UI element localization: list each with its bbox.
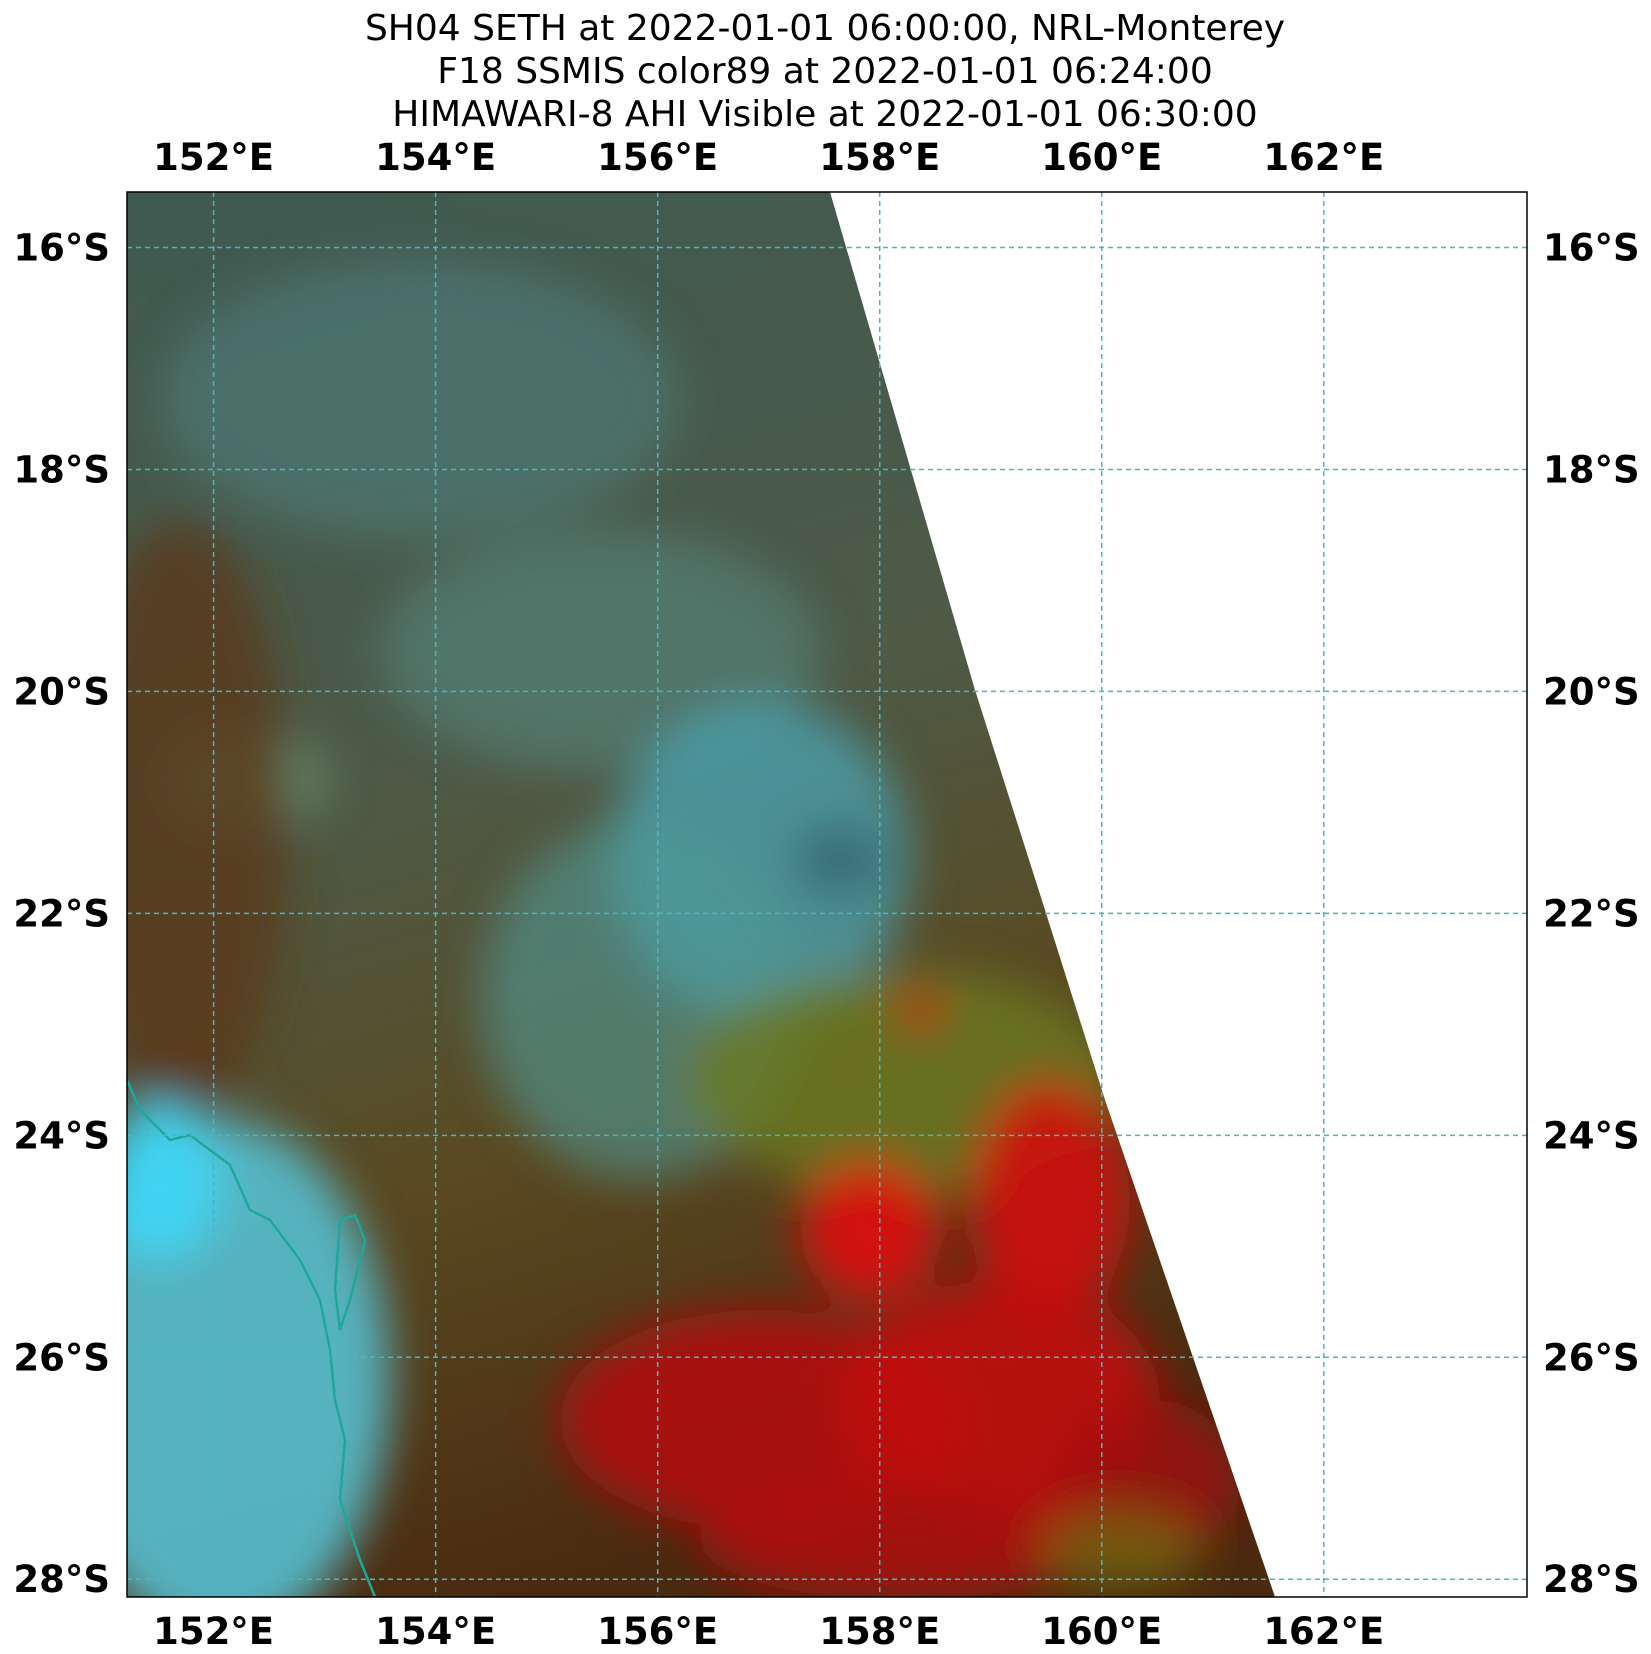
title-line: SH04 SETH at 2022-01-01 06:00:00, NRL-Mo… <box>365 8 1285 49</box>
x-tick-label: 156°E <box>597 136 718 179</box>
x-tick-label: 160°E <box>1041 136 1162 179</box>
y-tick-label: 18°S <box>13 448 110 491</box>
x-tick-label: 158°E <box>819 1610 940 1653</box>
coastline <box>125 1079 377 1598</box>
x-tick-label: 158°E <box>819 136 940 179</box>
x-tick-label: 154°E <box>375 136 496 179</box>
x-tick-label: 156°E <box>597 1610 718 1653</box>
y-tick-label: 26°S <box>1543 1336 1640 1379</box>
y-tick-label: 22°S <box>13 892 110 935</box>
y-tick-label: 24°S <box>13 1114 110 1157</box>
y-tick-label: 20°S <box>1543 670 1640 713</box>
y-tick-label: 18°S <box>1543 448 1640 491</box>
plot-frame <box>126 191 1528 1598</box>
y-tick-label: 28°S <box>1543 1558 1640 1601</box>
y-tick-label: 22°S <box>1543 892 1640 935</box>
title-line: F18 SSMIS color89 at 2022-01-01 06:24:00 <box>437 51 1213 92</box>
y-tick-label: 24°S <box>1543 1114 1640 1157</box>
x-tick-label: 152°E <box>153 1610 274 1653</box>
x-tick-label: 162°E <box>1263 1610 1384 1653</box>
x-tick-label: 162°E <box>1263 136 1384 179</box>
x-tick-label: 152°E <box>153 136 274 179</box>
y-tick-label: 16°S <box>13 226 110 269</box>
y-tick-label: 26°S <box>13 1336 110 1379</box>
y-tick-label: 20°S <box>13 670 110 713</box>
x-tick-label: 160°E <box>1041 1610 1162 1653</box>
x-tick-label: 154°E <box>375 1610 496 1653</box>
title-line: HIMAWARI-8 AHI Visible at 2022-01-01 06:… <box>392 94 1257 135</box>
y-tick-label: 28°S <box>13 1558 110 1601</box>
y-tick-label: 16°S <box>1543 226 1640 269</box>
island-coastline <box>333 1213 367 1331</box>
satellite-image <box>127 192 1275 1597</box>
